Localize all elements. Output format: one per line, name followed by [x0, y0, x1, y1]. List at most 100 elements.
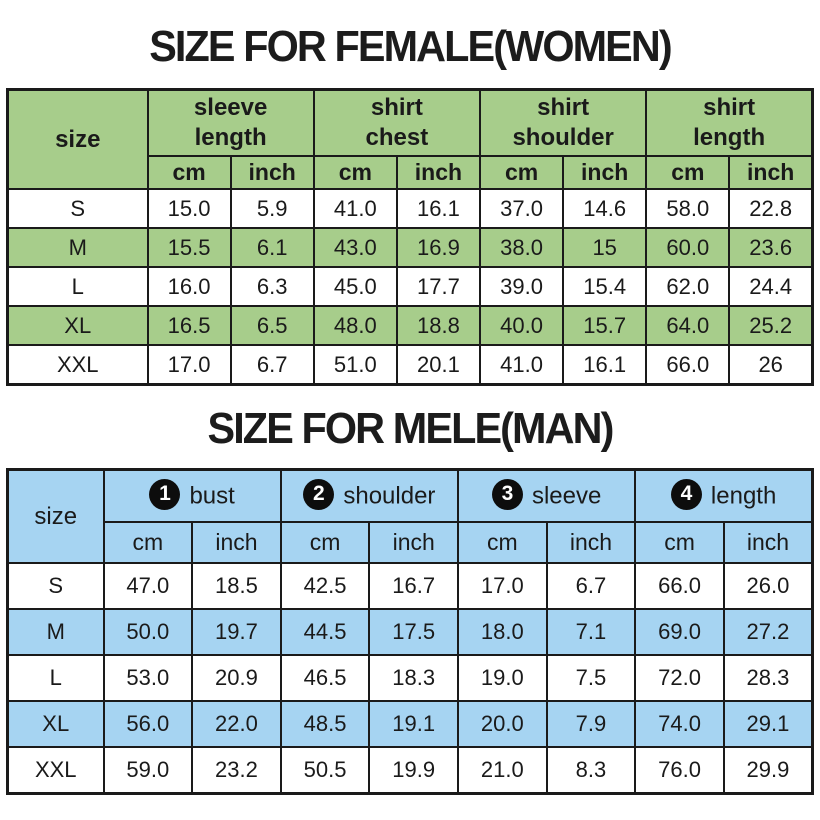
male-size-column-header: size	[6, 468, 105, 564]
value-cell: 41.0	[312, 188, 398, 229]
value-cell: 58.0	[645, 188, 731, 229]
value-cell: 66.0	[645, 344, 731, 386]
unit-header: inch	[728, 155, 814, 190]
circled-number-3-icon: 3	[491, 478, 523, 510]
value-cell: 41.0	[478, 344, 565, 386]
male-group-header-shoulder: 2 shoulder	[279, 468, 460, 523]
value-cell: 50.0	[102, 608, 194, 656]
value-cell: 44.5	[279, 608, 371, 656]
unit-header: cm	[312, 155, 398, 190]
unit-header: inch	[562, 155, 648, 190]
value-cell: 6.3	[229, 266, 315, 307]
value-cell: 16.0	[146, 266, 232, 307]
value-cell: 22.0	[191, 700, 282, 748]
value-cell: 23.6	[728, 227, 814, 268]
table-row: M 15.5 6.1 43.0 16.9 38.0 15 60.0 23.6	[6, 227, 814, 268]
value-cell: 17.0	[457, 562, 548, 610]
value-cell: 17.7	[395, 266, 482, 307]
size-label-cell: L	[6, 654, 105, 702]
size-label-cell: S	[6, 188, 149, 229]
value-cell: 16.9	[395, 227, 482, 268]
unit-header: inch	[395, 155, 482, 190]
group-label-line: shirt	[370, 94, 423, 121]
female-group-header-shirt-chest: shirt chest	[312, 88, 482, 157]
value-cell: 23.2	[191, 746, 282, 795]
unit-header: inch	[191, 521, 282, 564]
group-label-line: length	[693, 124, 766, 151]
value-cell: 7.9	[545, 700, 637, 748]
male-group-header-row: size 1 bust 2 shoulder 3 sleeve 4 length	[6, 468, 814, 564]
female-unit-header-row: cm inch cm inch cm inch cm inch	[8, 155, 814, 190]
value-cell: 60.0	[645, 227, 731, 268]
value-cell: 16.7	[368, 562, 459, 610]
value-cell: 64.0	[645, 305, 731, 346]
value-cell: 47.0	[102, 562, 194, 610]
group-label-line: sleeve	[193, 94, 268, 121]
table-row: S 47.0 18.5 42.5 16.7 17.0 6.7 66.0 26.0	[6, 562, 814, 610]
female-group-header-sleeve-length: sleeve length	[146, 88, 315, 157]
size-label-cell: M	[6, 608, 105, 656]
value-cell: 17.0	[146, 344, 232, 386]
male-unit-header-row: cm inch cm inch cm inch cm inch	[8, 521, 814, 564]
value-cell: 19.7	[191, 608, 282, 656]
group-label: length	[710, 482, 777, 509]
value-cell: 6.5	[229, 305, 315, 346]
value-cell: 19.0	[457, 654, 548, 702]
female-group-header-shirt-length: shirt length	[645, 88, 814, 157]
value-cell: 20.9	[191, 654, 282, 702]
circled-number-2-icon: 2	[303, 478, 335, 510]
value-cell: 37.0	[478, 188, 565, 229]
value-cell: 15.5	[146, 227, 232, 268]
value-cell: 24.4	[728, 266, 814, 307]
table-row: XXL 17.0 6.7 51.0 20.1 41.0 16.1 66.0 26	[6, 344, 814, 386]
value-cell: 7.5	[545, 654, 637, 702]
size-label-cell: XXL	[6, 746, 105, 795]
value-cell: 18.8	[395, 305, 482, 346]
group-label: shoulder	[343, 482, 436, 509]
value-cell: 14.6	[562, 188, 648, 229]
unit-header: cm	[279, 521, 371, 564]
value-cell: 15	[562, 227, 648, 268]
group-label: bust	[189, 482, 235, 509]
value-cell: 56.0	[102, 700, 194, 748]
unit-header: cm	[634, 521, 725, 564]
male-group-header-length: 4 length	[634, 468, 814, 523]
size-label-cell: L	[6, 266, 149, 307]
circled-number-4-icon: 4	[670, 478, 702, 510]
value-cell: 18.0	[457, 608, 548, 656]
value-cell: 8.3	[545, 746, 637, 795]
value-cell: 7.1	[545, 608, 637, 656]
female-size-column-header: size	[6, 88, 149, 190]
value-cell: 6.7	[545, 562, 637, 610]
value-cell: 48.0	[312, 305, 398, 346]
male-chart-title: SIZE FOR MELE(MAN)	[207, 404, 614, 453]
table-row: L 53.0 20.9 46.5 18.3 19.0 7.5 72.0 28.3	[6, 654, 814, 702]
value-cell: 46.5	[279, 654, 371, 702]
value-cell: 21.0	[457, 746, 548, 795]
value-cell: 53.0	[102, 654, 194, 702]
table-row: XL 56.0 22.0 48.5 19.1 20.0 7.9 74.0 29.1	[6, 700, 814, 748]
table-row: XXL 59.0 23.2 50.5 19.9 21.0 8.3 76.0 29.9	[6, 746, 814, 795]
unit-header: inch	[722, 521, 814, 564]
value-cell: 50.5	[279, 746, 371, 795]
male-size-table: size 1 bust 2 shoulder 3 sleeve 4 length cm …	[6, 468, 814, 795]
table-row: XL 16.5 6.5 48.0 18.8 40.0 15.7 64.0 25.2	[6, 305, 814, 346]
table-row: M 50.0 19.7 44.5 17.5 18.0 7.1 69.0 27.2	[6, 608, 814, 656]
size-label-cell: XL	[6, 305, 149, 346]
unit-header: inch	[368, 521, 459, 564]
unit-header: cm	[457, 521, 548, 564]
value-cell: 51.0	[312, 344, 398, 386]
value-cell: 15.0	[146, 188, 232, 229]
value-cell: 76.0	[634, 746, 725, 795]
female-size-table: size sleeve length shirt chest shirt sho…	[6, 88, 814, 386]
size-label-cell: XL	[6, 700, 105, 748]
value-cell: 66.0	[634, 562, 725, 610]
unit-header: cm	[146, 155, 232, 190]
group-label-line: chest	[365, 124, 429, 151]
value-cell: 69.0	[634, 608, 725, 656]
unit-header: cm	[478, 155, 565, 190]
value-cell: 16.5	[146, 305, 232, 346]
group-label-line: length	[194, 124, 267, 151]
value-cell: 39.0	[478, 266, 565, 307]
circled-number-1-icon: 1	[149, 478, 181, 510]
